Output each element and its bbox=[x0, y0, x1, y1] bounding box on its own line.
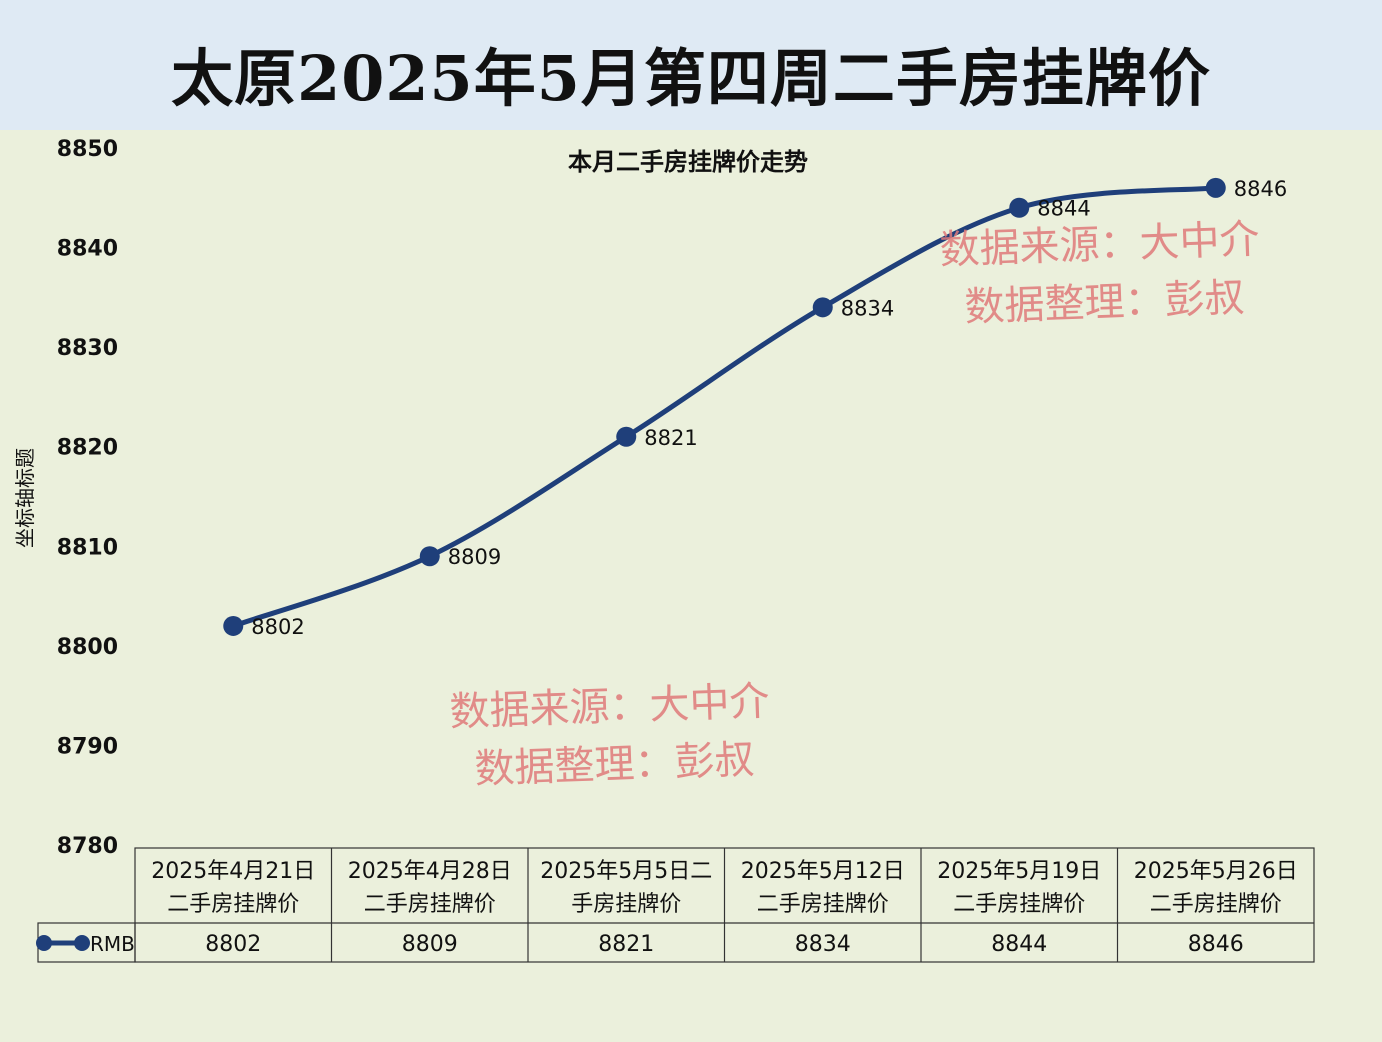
data-label: 8846 bbox=[1234, 177, 1287, 201]
data-point bbox=[223, 615, 244, 636]
line-chart: 8780 8790 8800 8810 8820 8830 8840 8850 坐标轴标题 本月二… bbox=[13, 137, 1315, 963]
y-tick-label: 8780 bbox=[57, 834, 118, 859]
y-tick-label: 8830 bbox=[57, 336, 118, 361]
y-tick-label: 8840 bbox=[57, 237, 118, 262]
table-value: 8821 bbox=[598, 932, 654, 957]
legend-marker bbox=[36, 935, 52, 951]
y-tick-label: 8820 bbox=[57, 436, 118, 461]
category-label-line2: 二手房挂牌价 bbox=[1150, 892, 1282, 917]
category-label-line1: 2025年4月21日 bbox=[151, 859, 315, 884]
title-banner bbox=[0, 0, 1382, 130]
watermark-source: 数据来源：大中介 bbox=[449, 678, 770, 735]
table-value: 8809 bbox=[402, 932, 458, 957]
watermark-source: 数据来源：大中介 bbox=[939, 216, 1260, 273]
table-value: 8802 bbox=[205, 932, 261, 957]
watermark-editor: 数据整理：彭叔 bbox=[964, 275, 1245, 331]
data-label: 8834 bbox=[841, 296, 894, 320]
table-value: 8846 bbox=[1188, 932, 1244, 957]
legend-label: RMB bbox=[90, 932, 135, 956]
watermark-editor: 数据整理：彭叔 bbox=[474, 737, 755, 793]
series-line-rmb bbox=[232, 185, 1217, 629]
chart-area: 8780 8790 8800 8810 8820 8830 8840 8850 坐标轴标题 本月二… bbox=[0, 130, 1382, 1042]
category-label-line2: 手房挂牌价 bbox=[571, 892, 681, 917]
category-label-line1: 2025年5月12日 bbox=[741, 859, 905, 884]
data-point bbox=[1205, 177, 1226, 198]
data-point bbox=[419, 546, 440, 567]
data-point bbox=[812, 297, 833, 318]
data-label: 8844 bbox=[1037, 197, 1090, 221]
data-label: 8802 bbox=[251, 615, 304, 639]
data-label: 8809 bbox=[448, 545, 501, 569]
category-label-line1: 2025年4月28日 bbox=[348, 859, 512, 884]
y-tick-label: 8850 bbox=[57, 137, 118, 162]
page-title: 太原2025年5月第四周二手房挂牌价 bbox=[171, 42, 1211, 115]
category-label-line1: 2025年5月19日 bbox=[937, 859, 1101, 884]
table-value: 8844 bbox=[991, 932, 1047, 957]
data-point bbox=[616, 426, 637, 447]
legend-marker bbox=[74, 935, 90, 951]
data-point bbox=[1009, 197, 1030, 218]
category-label-line2: 二手房挂牌价 bbox=[757, 892, 889, 917]
chart-title: 本月二手房挂牌价走势 bbox=[568, 148, 808, 176]
y-axis-title: 坐标轴标题 bbox=[13, 448, 37, 548]
table-value: 8834 bbox=[795, 932, 851, 957]
y-tick-label: 8800 bbox=[57, 635, 118, 660]
data-label: 8821 bbox=[644, 426, 697, 450]
category-label-line2: 二手房挂牌价 bbox=[953, 892, 1085, 917]
y-tick-label: 8810 bbox=[57, 535, 118, 560]
category-label-line1: 2025年5月26日 bbox=[1134, 859, 1298, 884]
category-label-line2: 二手房挂牌价 bbox=[364, 892, 496, 917]
category-label-line1: 2025年5月5日二 bbox=[540, 859, 712, 884]
category-label-line2: 二手房挂牌价 bbox=[167, 892, 299, 917]
y-tick-label: 8790 bbox=[57, 734, 118, 759]
